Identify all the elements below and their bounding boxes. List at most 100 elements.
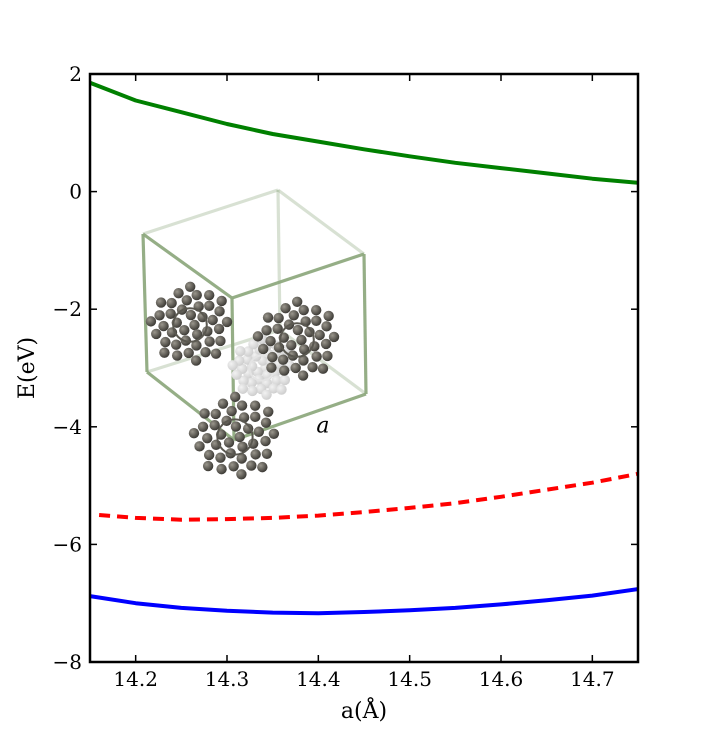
- atom-icon: [328, 331, 340, 343]
- atom-icon: [166, 297, 177, 309]
- atom-icon: [154, 310, 165, 321]
- atom-icon: [276, 384, 287, 395]
- atom-icon: [173, 288, 184, 299]
- atom-icon: [226, 405, 237, 417]
- atom-icon: [191, 289, 202, 301]
- axis-ticks: 14.2 14.3 14.4 14.5 14.6 14.7 −8 −6 −4 −2 0 2: [53, 62, 638, 691]
- atom-icon: [238, 375, 249, 387]
- atom-icon: [307, 361, 318, 373]
- atom-icon: [171, 350, 183, 361]
- atom-icon: [159, 347, 170, 358]
- atom-icon: [321, 321, 332, 332]
- series-line-2: [89, 587, 639, 616]
- atom-icon: [243, 346, 254, 357]
- atom-icon: [257, 461, 268, 473]
- x-tick-label: 14.7: [570, 667, 615, 691]
- atom-icon: [298, 304, 309, 316]
- x-tick-label: 14.3: [205, 667, 250, 691]
- atom-icon: [317, 363, 329, 374]
- atom-icon: [203, 289, 215, 301]
- cell-edge: [362, 253, 368, 395]
- atom-icon: [261, 325, 272, 336]
- atom-icon: [145, 316, 157, 327]
- y-tick-label: −6: [53, 532, 82, 556]
- atom-icon: [204, 336, 215, 347]
- atom-icon: [292, 324, 304, 336]
- atom-icon: [310, 304, 322, 316]
- c60-molecule-icon: [188, 391, 280, 480]
- y-tick-label: −2: [53, 297, 82, 321]
- atom-icon: [248, 338, 259, 350]
- atom-icon: [185, 309, 197, 321]
- atom-icon: [297, 370, 309, 381]
- atom-icon: [231, 369, 242, 380]
- atom-icon: [179, 325, 190, 336]
- plot-frame: [88, 72, 640, 664]
- atom-icon: [296, 334, 307, 346]
- atom-icon: [272, 323, 283, 334]
- atom-icon: [246, 377, 257, 388]
- atom-icon: [288, 310, 299, 321]
- y-tick-label: −4: [53, 415, 82, 439]
- atom-icon: [237, 383, 249, 394]
- atom-icon: [271, 375, 282, 386]
- x-tick-label: 14.2: [113, 667, 158, 691]
- y-axis-label: E(eV): [15, 337, 40, 399]
- atom-icon: [184, 281, 196, 292]
- atom-icon: [204, 300, 215, 312]
- atom-icon: [210, 348, 222, 359]
- atom-icon: [311, 315, 322, 327]
- atom-icon: [191, 329, 203, 340]
- atom-icon: [278, 365, 290, 376]
- atom-icon: [189, 319, 200, 331]
- x-tick-label: 14.5: [387, 667, 432, 691]
- atom-icon: [194, 441, 205, 452]
- atom-icon: [158, 320, 169, 332]
- cell-edge: [142, 232, 233, 300]
- atom-icon: [236, 400, 248, 411]
- atom-icon: [263, 406, 274, 417]
- atom-icon: [155, 297, 167, 308]
- atom-icon: [253, 426, 265, 437]
- atom-icon: [210, 408, 221, 420]
- atom-icon: [214, 306, 225, 317]
- x-axis-label: a(Å): [341, 696, 387, 724]
- atom-icon: [322, 350, 333, 362]
- cage-ring-icon: [279, 322, 315, 358]
- atom-icon: [165, 308, 176, 319]
- atom-icon: [252, 331, 264, 342]
- atom-icon: [266, 362, 277, 373]
- atom-icon: [311, 351, 322, 362]
- atom-icon: [202, 432, 213, 444]
- atom-icon: [261, 389, 272, 400]
- atom-icon: [291, 296, 303, 307]
- atom-icon: [217, 398, 229, 409]
- cell-edge: [279, 328, 367, 396]
- cell-edge: [142, 188, 279, 236]
- atom-icon: [181, 295, 193, 306]
- atom-icon: [160, 336, 171, 348]
- c60-molecule-icon: [252, 296, 340, 381]
- atom-icon: [260, 417, 272, 428]
- atom-icon: [228, 461, 239, 472]
- atom-icon: [215, 452, 226, 463]
- atom-icon: [280, 303, 291, 314]
- atom-icon: [191, 340, 202, 351]
- atom-icon: [268, 428, 280, 439]
- atom-icon: [320, 338, 332, 350]
- c60-molecule-icon: [145, 281, 233, 366]
- atom-icon: [314, 329, 325, 341]
- y-tick-label: 2: [69, 62, 82, 86]
- atom-icon: [229, 391, 241, 403]
- atom-icon: [267, 351, 278, 363]
- atom-icon: [213, 323, 225, 335]
- atom-icon: [286, 340, 297, 351]
- cage-ring-icon: [216, 418, 254, 456]
- y-tick-label: 0: [69, 180, 82, 204]
- series-line-1: [98, 471, 639, 522]
- atom-icon: [209, 420, 220, 431]
- series-line-0: [89, 80, 639, 185]
- series-layer: [89, 80, 639, 616]
- atom-icon: [265, 335, 276, 347]
